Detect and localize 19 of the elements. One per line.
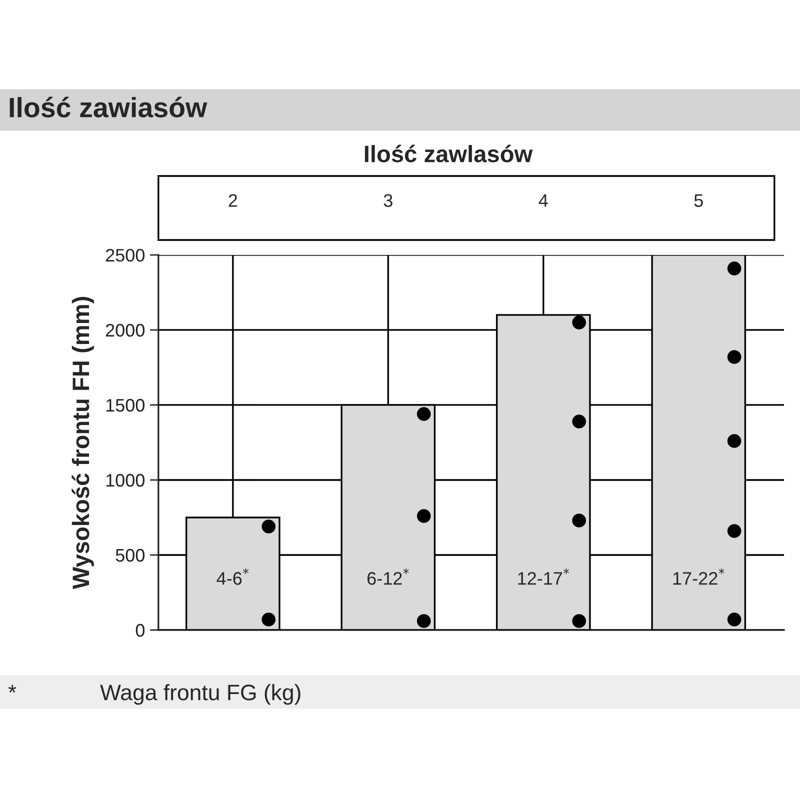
y-tick-label: 0 (136, 624, 144, 637)
annotation: 12-17$^{*}$ (518, 568, 570, 585)
chart-title: Ilość zawiasów (10, 96, 208, 118)
y-axis-title: Wysokość frontu FH (mm) (72, 296, 94, 590)
x-tick-label: 4 (538, 194, 548, 207)
y-tick-label: 2500 (106, 248, 145, 262)
y-tick-label: 2000 (106, 324, 145, 337)
chart-subtitle: Ilość zawlasów (364, 144, 533, 162)
text: * (8, 684, 16, 693)
annotation: 4-6$^{*}$ (216, 568, 249, 585)
annotation: 6-12$^{*}$ (367, 568, 409, 585)
x-tick-label: 2 (228, 194, 238, 207)
y-tick-label: 1500 (106, 398, 145, 412)
x-tick-label: 3 (384, 194, 392, 207)
y-tick-label: 500 (116, 548, 144, 562)
x-tick-label: 5 (694, 194, 703, 207)
y-tick-label: 1000 (106, 474, 145, 487)
text: Waga frontu FG (kg) (100, 684, 300, 705)
annotation: 17-22$^{*}$ (673, 568, 724, 585)
